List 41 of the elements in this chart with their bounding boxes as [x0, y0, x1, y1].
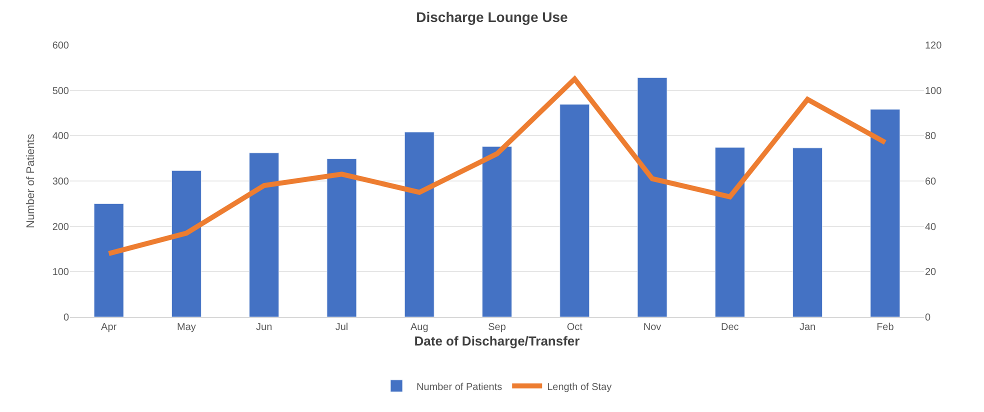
- bar: [249, 152, 280, 317]
- bar: [326, 158, 357, 317]
- y2-tick-label: 0: [925, 312, 931, 324]
- x-tick-label: May: [176, 322, 196, 333]
- y-tick-label: 100: [52, 267, 70, 278]
- legend-label: Length of Stay: [547, 382, 612, 393]
- y2-tick-label: 80: [925, 131, 937, 142]
- x-tick-label: Jul: [335, 322, 348, 333]
- y2-tick-label: 120: [925, 40, 942, 52]
- bar: [714, 147, 745, 317]
- y-tick-label: 600: [52, 40, 70, 52]
- y-tick-label: 200: [52, 222, 70, 233]
- x-tick-label: Feb: [876, 322, 894, 333]
- y-tick-label: 500: [52, 86, 70, 97]
- y2-tick-label: 100: [925, 86, 942, 97]
- bar: [870, 109, 900, 317]
- x-tick-label: Sep: [488, 322, 506, 333]
- bar: [482, 146, 512, 317]
- bar: [404, 132, 434, 317]
- y2-tick-label: 20: [925, 267, 937, 278]
- bar: [560, 104, 590, 317]
- y2-tick-label: 60: [925, 176, 937, 188]
- bar: [792, 148, 823, 317]
- bar: [637, 77, 668, 317]
- x-tick-label: Aug: [410, 322, 428, 333]
- x-tick-label: Dec: [721, 322, 739, 333]
- y-tick-label: 0: [63, 312, 70, 324]
- chart-title: Discharge Lounge Use: [416, 9, 568, 26]
- y-tick-label: 300: [52, 176, 70, 188]
- y2-tick-label: 40: [925, 222, 937, 233]
- bar: [94, 203, 124, 317]
- x-tick-label: Apr: [101, 322, 118, 333]
- y-axis-title: Number of Patients: [24, 133, 37, 228]
- x-tick-label: Jan: [799, 322, 816, 333]
- x-tick-label: Jun: [256, 322, 272, 333]
- bar: [171, 170, 202, 317]
- x-tick-label: Nov: [643, 322, 662, 333]
- y-tick-label: 400: [52, 131, 70, 142]
- legend-label: Number of Patients: [416, 382, 502, 393]
- x-tick-label: Oct: [566, 322, 583, 333]
- x-axis-title: Date of Discharge/Transfer: [414, 334, 580, 349]
